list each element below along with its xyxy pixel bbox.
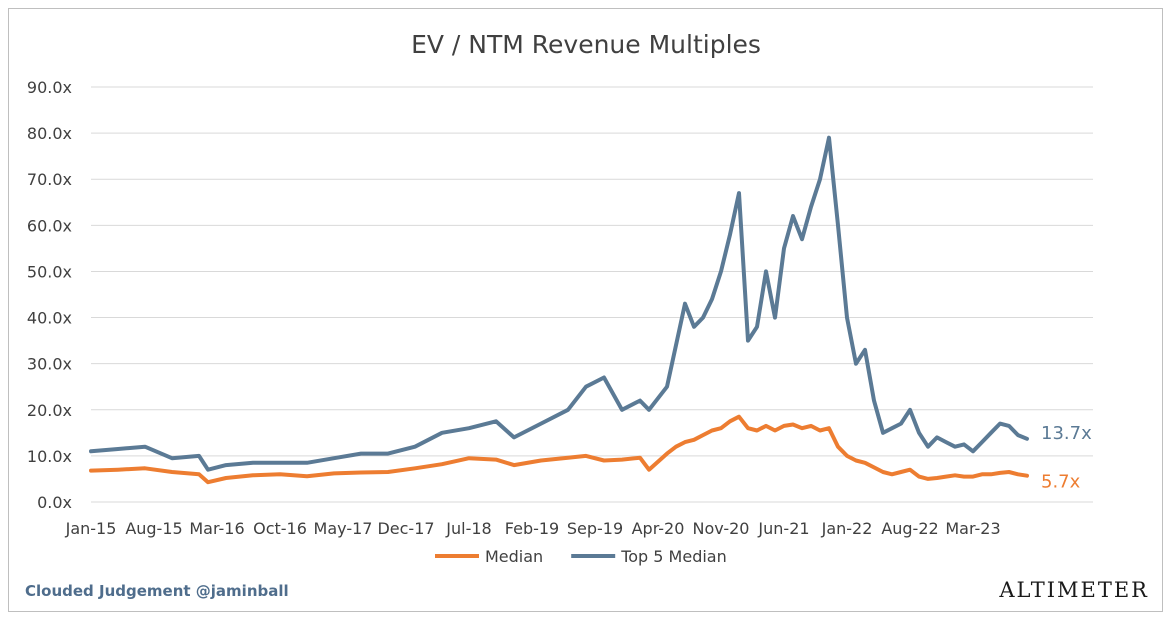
x-tick-label: Jul-18 xyxy=(445,519,491,538)
x-tick-label: Sep-19 xyxy=(567,519,623,538)
y-tick-label: 80.0x xyxy=(27,124,72,143)
y-tick-label: 90.0x xyxy=(27,78,72,97)
y-tick-label: 70.0x xyxy=(27,170,72,189)
legend-label: Median xyxy=(485,547,543,566)
y-tick-label: 40.0x xyxy=(27,309,72,328)
series-end-label: 5.7x xyxy=(1041,472,1081,493)
chart-title: EV / NTM Revenue Multiples xyxy=(411,30,761,59)
y-tick-label: 20.0x xyxy=(27,401,72,420)
x-tick-label: Aug-22 xyxy=(881,519,938,538)
series-line xyxy=(89,135,1029,472)
chart-frame xyxy=(8,8,1163,612)
x-tick-label: Apr-20 xyxy=(632,519,685,538)
y-tick-label: 0.0x xyxy=(37,493,72,512)
x-tick-label: May-17 xyxy=(314,519,373,538)
x-tick-label: Jun-21 xyxy=(757,519,809,538)
x-tick-label: Oct-16 xyxy=(253,519,307,538)
series-line xyxy=(89,414,1029,485)
series-lines xyxy=(89,135,1029,485)
legend-label: Top 5 Median xyxy=(620,547,727,566)
y-tick-label: 60.0x xyxy=(27,216,72,235)
x-tick-label: Feb-19 xyxy=(505,519,559,538)
credit-text: Clouded Judgement @jaminball xyxy=(25,582,289,600)
x-axis: Jan-15 Aug-15 Mar-16 Oct-16 May-17 Dec-17 Jul-… xyxy=(65,519,1001,538)
gridlines xyxy=(91,86,1093,503)
brand-logo: ALTIMETER xyxy=(999,578,1149,602)
x-tick-label: Jan-15 xyxy=(65,519,117,538)
y-tick-label: 30.0x xyxy=(27,355,72,374)
series-end-label: 13.7x xyxy=(1041,423,1092,444)
y-tick-label: 10.0x xyxy=(27,447,72,466)
legend: Median Top 5 Median xyxy=(435,547,727,566)
x-tick-label: Mar-16 xyxy=(189,519,244,538)
end-labels: 5.7x 13.7x xyxy=(1041,423,1092,493)
x-tick-label: Jan-22 xyxy=(821,519,873,538)
x-tick-label: Nov-20 xyxy=(693,519,750,538)
y-axis: 0.0x 10.0x 20.0x 30.0x 40.0x 50.0x 60.0x 70.0x 8… xyxy=(27,78,72,512)
x-tick-label: Dec-17 xyxy=(377,519,434,538)
y-tick-label: 50.0x xyxy=(27,262,72,281)
x-tick-label: Mar-23 xyxy=(945,519,1000,538)
x-tick-label: Aug-15 xyxy=(125,519,182,538)
